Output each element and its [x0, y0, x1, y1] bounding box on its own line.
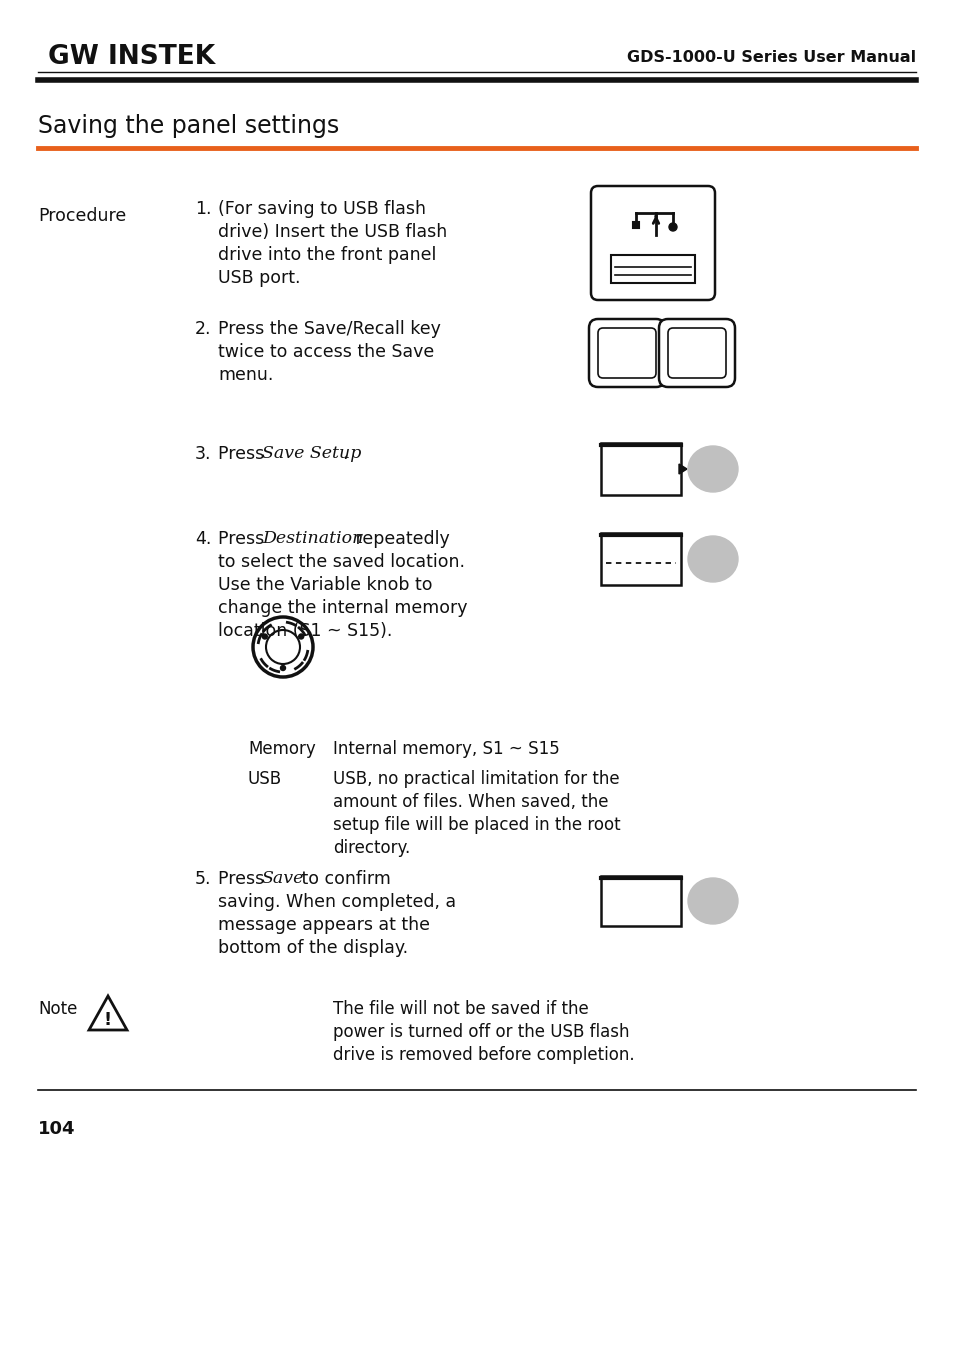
Circle shape: [262, 634, 267, 639]
Text: saving. When completed, a: saving. When completed, a: [218, 893, 456, 911]
Text: twice to access the Save: twice to access the Save: [218, 343, 434, 362]
Bar: [600, 876, 680, 925]
Text: to confirm: to confirm: [295, 870, 391, 888]
Text: Press: Press: [218, 870, 270, 888]
Text: Saving the panel settings: Saving the panel settings: [38, 115, 339, 138]
Circle shape: [298, 634, 303, 639]
Text: 5.: 5.: [194, 870, 212, 888]
Bar: [610, 255, 695, 283]
Text: 3.: 3.: [194, 445, 212, 463]
Text: to select the saved location.: to select the saved location.: [218, 553, 464, 571]
Text: (For saving to USB flash: (For saving to USB flash: [218, 200, 426, 219]
Text: repeatedly: repeatedly: [350, 530, 449, 548]
Text: 4.: 4.: [194, 530, 212, 548]
Text: Destination: Destination: [262, 530, 363, 546]
Ellipse shape: [687, 447, 738, 492]
Text: !: !: [104, 1010, 112, 1029]
Text: directory.: directory.: [333, 839, 410, 857]
FancyBboxPatch shape: [667, 328, 725, 378]
Text: Note: Note: [38, 1000, 77, 1018]
FancyBboxPatch shape: [590, 186, 714, 299]
Text: setup file will be placed in the root: setup file will be placed in the root: [333, 816, 620, 834]
Text: USB, no practical limitation for the: USB, no practical limitation for the: [333, 770, 619, 788]
Text: 2.: 2.: [194, 320, 212, 339]
Text: 1.: 1.: [194, 200, 212, 219]
Text: Internal memory, S1 ~ S15: Internal memory, S1 ~ S15: [333, 741, 559, 758]
Text: Use the Variable knob to: Use the Variable knob to: [218, 576, 432, 594]
Circle shape: [266, 630, 299, 664]
Circle shape: [253, 616, 313, 677]
Polygon shape: [89, 996, 127, 1031]
Text: drive is removed before completion.: drive is removed before completion.: [333, 1045, 634, 1064]
Text: bottom of the display.: bottom of the display.: [218, 939, 408, 956]
Text: Press the Save/Recall key: Press the Save/Recall key: [218, 320, 440, 339]
Text: Press: Press: [218, 445, 270, 463]
Polygon shape: [679, 464, 686, 473]
Text: 104: 104: [38, 1120, 75, 1139]
Text: Press: Press: [218, 530, 270, 548]
Text: change the internal memory: change the internal memory: [218, 599, 467, 616]
Bar: [633, 223, 639, 228]
Text: USB: USB: [248, 770, 282, 788]
Bar: [600, 533, 680, 585]
FancyBboxPatch shape: [659, 318, 734, 387]
Text: menu.: menu.: [218, 366, 274, 384]
Text: Memory: Memory: [248, 741, 315, 758]
Text: amount of files. When saved, the: amount of files. When saved, the: [333, 793, 608, 811]
Text: .: .: [341, 445, 347, 463]
Text: Save Setup: Save Setup: [262, 445, 361, 461]
Circle shape: [668, 223, 677, 231]
Bar: [600, 442, 680, 495]
FancyBboxPatch shape: [598, 328, 656, 378]
Text: GDS-1000-U Series User Manual: GDS-1000-U Series User Manual: [626, 50, 915, 65]
Text: USB port.: USB port.: [218, 268, 300, 287]
Circle shape: [280, 665, 285, 670]
Text: drive) Insert the USB flash: drive) Insert the USB flash: [218, 223, 447, 241]
Text: Save: Save: [262, 870, 304, 888]
Text: message appears at the: message appears at the: [218, 916, 430, 934]
Ellipse shape: [687, 878, 738, 924]
Text: location (S1 ~ S15).: location (S1 ~ S15).: [218, 622, 392, 639]
FancyBboxPatch shape: [588, 318, 664, 387]
Text: GW INSTEK: GW INSTEK: [48, 45, 214, 70]
Text: Procedure: Procedure: [38, 206, 126, 225]
Text: The file will not be saved if the: The file will not be saved if the: [333, 1000, 588, 1018]
Text: power is turned off or the USB flash: power is turned off or the USB flash: [333, 1023, 629, 1041]
Ellipse shape: [687, 536, 738, 581]
Text: drive into the front panel: drive into the front panel: [218, 246, 436, 264]
